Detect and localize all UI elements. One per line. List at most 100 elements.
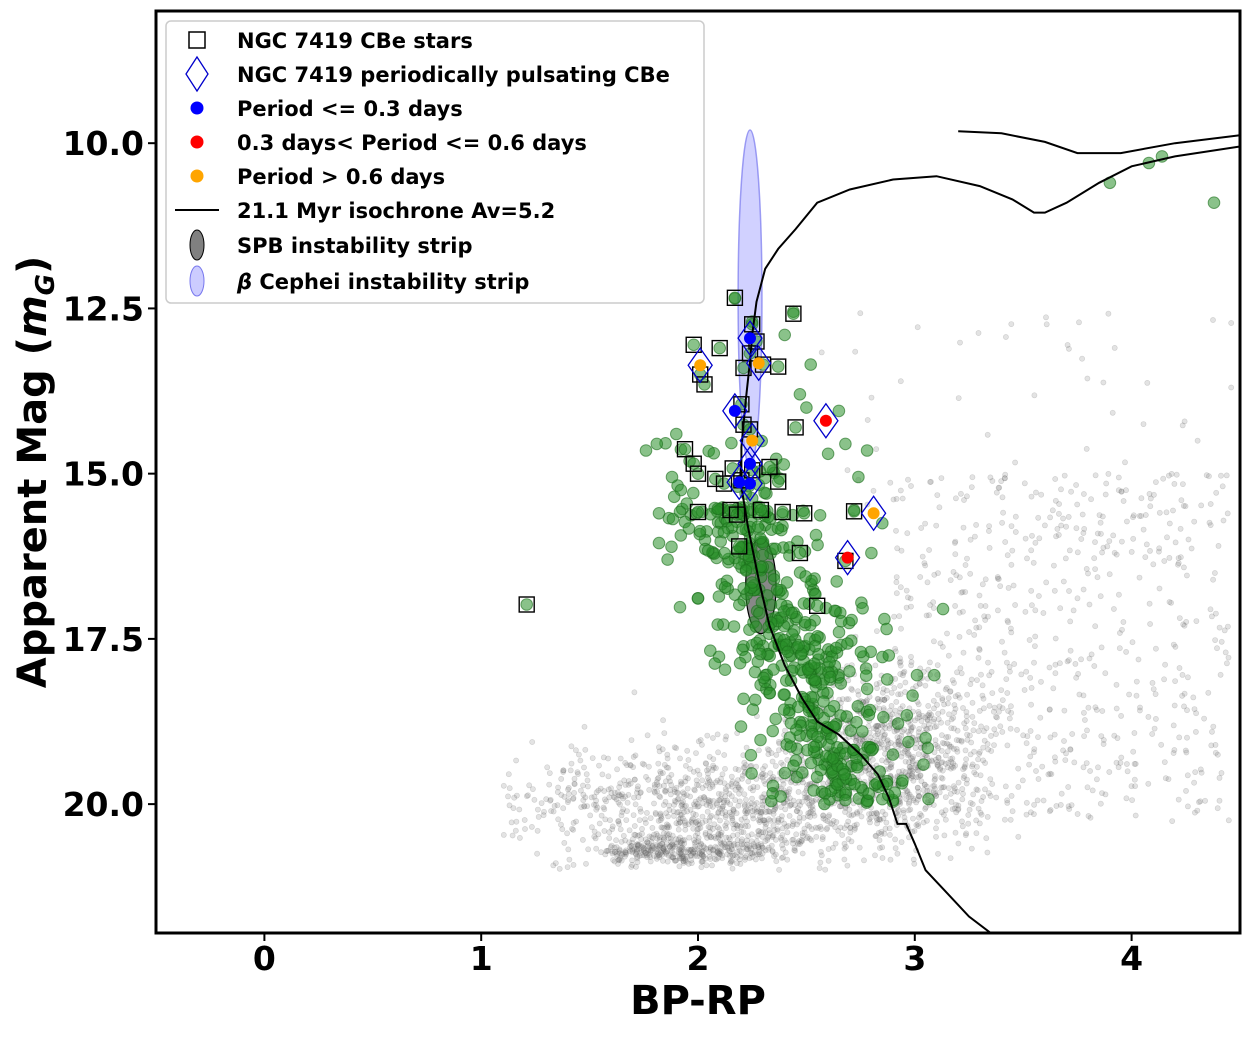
field-star-point <box>945 695 952 701</box>
field-star-point <box>745 778 752 785</box>
field-star-point <box>922 804 929 811</box>
field-star-point <box>591 801 597 808</box>
field-star-point <box>1192 769 1199 775</box>
field-star-point <box>625 791 632 798</box>
field-star-point <box>800 815 807 821</box>
field-star-point <box>755 844 762 851</box>
field-star-point <box>1138 513 1145 519</box>
member-star-point <box>520 598 534 611</box>
field-star-point <box>955 779 962 786</box>
field-star-point <box>735 784 742 791</box>
field-star-point <box>905 807 912 814</box>
y-axis-title-symbol: m <box>10 295 56 337</box>
field-star-point <box>1031 659 1037 666</box>
field-star-point <box>874 695 881 702</box>
field-star-point <box>887 832 893 838</box>
member-star-point <box>744 748 758 762</box>
field-star-point <box>801 829 808 836</box>
field-star-point <box>1219 483 1226 490</box>
field-star-point <box>1058 790 1065 797</box>
field-star-point <box>1094 530 1101 537</box>
field-star-point <box>1073 674 1080 681</box>
field-star-point <box>796 841 803 847</box>
field-star-point <box>909 770 916 777</box>
field-star-point <box>935 763 941 770</box>
field-star-point <box>605 755 611 762</box>
member-star-point <box>827 752 840 765</box>
field-star-point <box>609 823 616 830</box>
field-star-point <box>1052 497 1059 504</box>
field-star-point <box>1194 807 1201 814</box>
field-star-point <box>709 803 716 810</box>
field-star-point <box>986 545 993 551</box>
field-star-point <box>893 579 900 586</box>
field-star-point <box>812 824 819 831</box>
field-star-point <box>722 822 729 829</box>
field-star-point <box>530 786 536 792</box>
field-star-point <box>1218 770 1225 776</box>
field-star-point <box>1147 503 1154 510</box>
legend-label-mid-period: 0.3 days< Period <= 0.6 days <box>237 131 587 155</box>
member-star-point <box>771 521 785 535</box>
field-star-point <box>1179 692 1185 699</box>
field-star-point <box>732 821 739 827</box>
legend: NGC 7419 CBe stars NGC 7419 periodically… <box>165 20 705 304</box>
field-star-point <box>879 808 886 815</box>
field-star-point <box>1120 498 1127 504</box>
field-star-point <box>1033 768 1039 774</box>
field-star-point <box>1156 509 1163 516</box>
member-star-point <box>767 663 780 676</box>
field-star-point <box>959 786 966 792</box>
field-star-point <box>714 731 721 738</box>
field-star-point <box>622 760 629 766</box>
member-star-point <box>921 741 935 755</box>
field-star-point <box>617 780 624 787</box>
field-star-point <box>1096 512 1103 518</box>
field-star-point <box>882 811 889 818</box>
field-star-point <box>754 833 761 840</box>
field-star-point <box>722 809 729 815</box>
field-star-point <box>888 689 895 696</box>
field-star-point <box>637 789 644 796</box>
field-star-point <box>1027 728 1034 734</box>
field-star-point <box>1143 541 1150 548</box>
member-star-point <box>711 618 725 631</box>
member-star-point <box>728 291 742 305</box>
field-star-point <box>993 713 999 720</box>
field-star-point <box>634 786 641 792</box>
field-star-point <box>1178 497 1185 504</box>
field-star-point <box>877 845 883 851</box>
field-star-point <box>934 743 941 750</box>
field-star-point <box>786 786 793 793</box>
field-star-point <box>608 790 615 796</box>
field-star-point <box>718 832 724 838</box>
field-star-point <box>877 816 884 823</box>
field-star-point <box>709 862 715 869</box>
field-star-point <box>673 784 680 791</box>
field-star-point <box>715 790 722 797</box>
member-star-point <box>829 641 843 655</box>
field-star-point <box>1106 769 1113 775</box>
field-star-point <box>912 745 919 751</box>
field-star-point <box>511 794 518 801</box>
field-star-point <box>1177 525 1184 532</box>
field-star-point <box>1086 655 1093 662</box>
field-star-point <box>682 822 689 829</box>
field-star-point <box>1181 564 1187 571</box>
field-star-point <box>535 806 541 813</box>
field-star-point <box>996 708 1002 715</box>
field-star-point <box>717 806 723 812</box>
field-star-point <box>915 729 922 735</box>
field-star-point <box>739 775 745 782</box>
field-star-point <box>704 808 711 815</box>
field-star-point <box>761 778 767 784</box>
field-star-point <box>1116 591 1122 598</box>
field-star-point <box>606 835 613 842</box>
field-star-point <box>710 762 716 769</box>
field-star-point <box>702 831 709 838</box>
field-star-point <box>1081 709 1087 716</box>
field-star-point <box>767 817 774 824</box>
field-star-point <box>1000 509 1006 516</box>
field-star-point <box>844 862 851 869</box>
field-star-point <box>899 495 906 502</box>
